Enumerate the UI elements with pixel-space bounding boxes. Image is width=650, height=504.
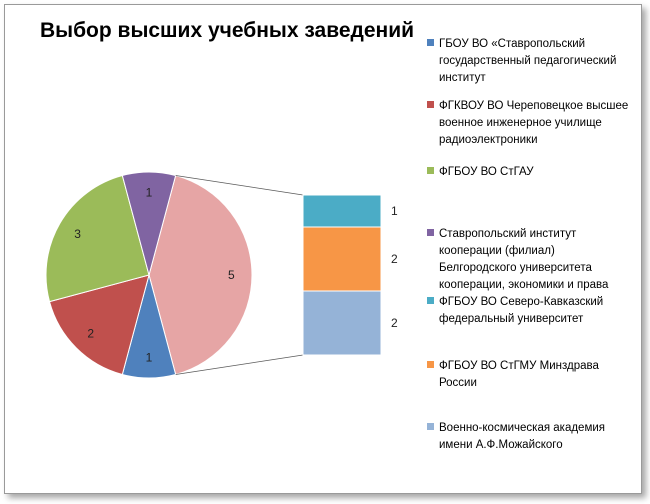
bar-segment-label: 2: [391, 252, 398, 266]
bar-segment-2: [302, 290, 382, 356]
legend-label: ФГБОУ ВО СтГАУ: [439, 166, 534, 178]
legend-item-6: Военно-космическая академия имени А.Ф.Мож…: [427, 422, 605, 451]
legend-item-2: ФГБОУ ВО СтГАУ: [427, 166, 534, 178]
legend-label: военное инженерное училище: [439, 117, 602, 129]
chart-frame: Выбор высших учебных заведений 5 1 2 3 1 1 2 2…: [4, 4, 642, 494]
bar-segment-1: [302, 226, 382, 292]
legend-item-3: Ставропольский институт кооперации (филиа…: [427, 228, 609, 291]
pie-slice-label: 3: [74, 227, 81, 241]
legend-label: имени А.Ф.Можайского: [439, 439, 563, 451]
legend-swatch: [427, 229, 434, 236]
pie-slice-label: 1: [146, 186, 153, 200]
legend-label: ГБОУ ВО «Ставропольский: [439, 38, 585, 50]
secondary-bar: 1 2 2: [302, 194, 398, 356]
pie: 5 1 2 3 1: [45, 171, 253, 379]
legend-item-0: ГБОУ ВО «Ставропольский государственный п…: [427, 38, 616, 84]
legend-item-4: ФГБОУ ВО Северо-Кавказский федеральный ун…: [427, 296, 603, 325]
legend-label: Военно-космическая академия: [439, 422, 605, 434]
legend-label: кооперации, экономики и права: [439, 279, 609, 291]
legend-label: радиоэлектроники: [439, 134, 538, 146]
legend-label: России: [439, 377, 477, 389]
legend-swatch: [427, 101, 434, 108]
legend-label: государственный педагогический: [439, 55, 616, 67]
legend-label: ФГКВОУ ВО Череповецкое высшее: [439, 100, 628, 112]
legend-item-1: ФГКВОУ ВО Череповецкое высшее военное инж…: [427, 100, 628, 146]
legend-label: Ставропольский институт: [439, 228, 577, 240]
legend-label: федеральный университет: [439, 313, 584, 325]
connector-lines: [175, 175, 304, 375]
legend-swatch: [427, 39, 434, 46]
pie-slice-label: 1: [146, 350, 153, 364]
legend-label: ФГБОУ ВО Северо-Кавказский: [439, 296, 603, 308]
pie-slice-other: [148, 174, 253, 376]
bar-segment-label: 2: [391, 316, 398, 330]
bar-segment-label: 1: [391, 204, 398, 218]
legend-label: кооперации (филиал): [439, 245, 555, 257]
pie-slice-label: 5: [228, 268, 235, 282]
legend-swatch: [427, 297, 434, 304]
pie-slice-3: [45, 174, 150, 303]
legend-label: ФГБОУ ВО СтГМУ Минздрава: [439, 360, 599, 372]
legend-label: Белгородского университета: [439, 262, 592, 274]
legend: ГБОУ ВО «Ставропольский государственный п…: [427, 38, 628, 451]
legend-swatch: [427, 361, 434, 368]
legend-swatch: [427, 167, 434, 174]
pie-slice-label: 2: [87, 326, 94, 340]
chart: Выбор высших учебных заведений 5 1 2 3 1 1 2 2…: [40, 19, 628, 451]
legend-label: институт: [439, 72, 486, 84]
connector-line-bottom: [175, 354, 304, 375]
chart-title: Выбор высших учебных заведений: [40, 19, 414, 42]
legend-swatch: [427, 423, 434, 430]
pie-slice-4: [121, 171, 177, 277]
legend-item-5: ФГБОУ ВО СтГМУ Минздрава России: [427, 360, 599, 389]
bar-segment-0: [302, 194, 382, 228]
pie-slice-2: [48, 274, 150, 376]
connector-line-top: [175, 175, 304, 196]
